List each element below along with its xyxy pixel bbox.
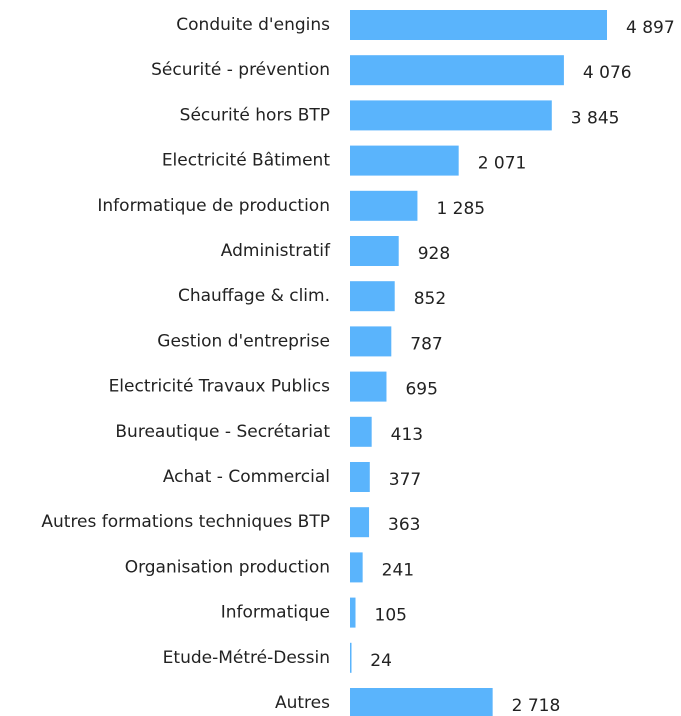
category-label: Etude-Métré-Dessin [163,648,330,668]
bar [350,326,392,357]
value-label: 413 [391,425,423,445]
category-label: Autres [275,693,330,713]
bar [350,642,352,673]
category-label: Electricité Travaux Publics [109,377,331,397]
category-label: Informatique [221,603,330,623]
bar [350,100,552,131]
value-label: 24 [370,651,392,671]
value-label: 2 718 [512,696,561,716]
value-label: 3 845 [571,108,620,128]
category-label: Bureautique - Secrétariat [115,422,330,442]
category-label: Chauffage & clim. [178,286,330,306]
value-label: 4 897 [626,18,675,38]
category-label: Electricité Bâtiment [162,151,331,171]
value-label: 2 071 [478,154,527,174]
bar [350,190,418,221]
value-label: 241 [382,560,414,580]
value-label: 363 [388,515,420,535]
bar [350,281,395,312]
category-label: Conduite d'engins [176,15,330,35]
value-label: 1 285 [436,199,485,219]
bar [350,597,356,628]
bar [350,10,607,40]
bar [350,371,387,402]
category-label: Gestion d'entreprise [157,331,330,351]
value-label: 4 076 [583,63,632,83]
bar [350,55,564,86]
category-label: Sécurité hors BTP [180,105,330,125]
bar [350,236,399,266]
value-label: 852 [414,289,446,309]
category-label: Organisation production [125,557,330,577]
bar [350,507,370,538]
value-label: 695 [405,380,437,400]
category-label: Administratif [221,241,331,261]
value-label: 105 [375,606,407,626]
bar [350,552,363,583]
category-label: Autres formations techniques BTP [41,512,330,532]
value-label: 928 [418,244,450,264]
category-label: Sécurité - prévention [151,60,330,80]
category-label: Informatique de production [97,196,330,216]
bar [350,145,459,176]
bar [350,688,493,716]
value-label: 377 [389,470,421,490]
bar [350,462,370,492]
value-label: 787 [410,334,442,354]
bar [350,416,372,447]
category-label: Achat - Commercial [163,467,330,487]
